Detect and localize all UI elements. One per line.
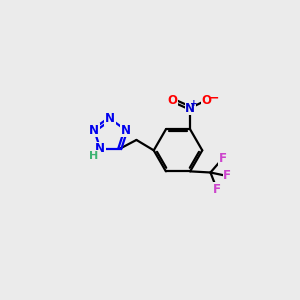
Text: H: H: [89, 151, 98, 161]
Text: F: F: [213, 183, 221, 196]
Text: −: −: [209, 92, 219, 105]
Text: N: N: [105, 112, 115, 125]
Text: +: +: [190, 99, 198, 108]
Text: N: N: [121, 124, 131, 136]
Text: N: N: [89, 124, 99, 136]
Text: O: O: [202, 94, 212, 106]
Text: F: F: [223, 169, 231, 182]
Text: N: N: [95, 142, 105, 155]
Text: F: F: [218, 152, 226, 165]
Text: O: O: [167, 94, 177, 106]
Text: N: N: [185, 102, 195, 115]
